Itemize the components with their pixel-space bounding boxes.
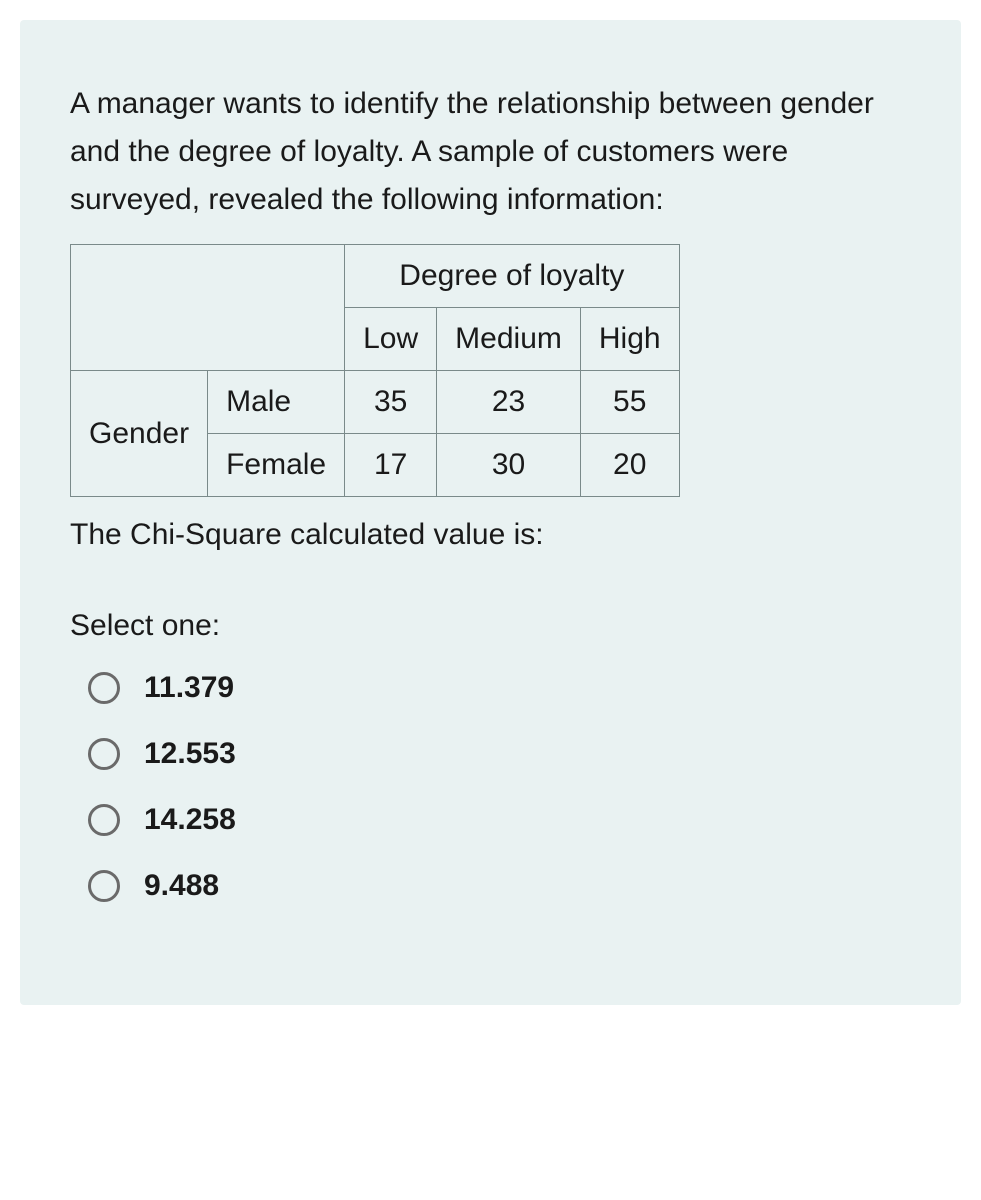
option-label-1[interactable]: 12.553	[144, 737, 236, 771]
table-cell-female-low: 17	[345, 434, 437, 497]
loyalty-table: Degree of loyalty Low Medium High Gender…	[70, 244, 680, 497]
table-col-medium: Medium	[437, 308, 581, 371]
table-cell-female-high: 20	[580, 434, 679, 497]
option-label-0[interactable]: 11.379	[144, 671, 234, 705]
table-corner-blank	[71, 245, 345, 371]
option-row: 9.488	[88, 869, 911, 903]
table-row-female-label: Female	[208, 434, 345, 497]
table-cell-female-medium: 30	[437, 434, 581, 497]
option-label-2[interactable]: 14.258	[144, 803, 236, 837]
select-one-label: Select one:	[70, 609, 911, 643]
option-label-3[interactable]: 9.488	[144, 869, 219, 903]
option-row: 12.553	[88, 737, 911, 771]
table-cell-male-low: 35	[345, 371, 437, 434]
options-group: 11.379 12.553 14.258 9.488	[70, 671, 911, 903]
table-rowgroup-header: Gender	[71, 371, 208, 497]
table-col-high: High	[580, 308, 679, 371]
option-radio-2[interactable]	[88, 804, 120, 836]
option-radio-0[interactable]	[88, 672, 120, 704]
option-radio-3[interactable]	[88, 870, 120, 902]
option-radio-1[interactable]	[88, 738, 120, 770]
question-intro: A manager wants to identify the relation…	[70, 80, 911, 224]
question-followup: The Chi-Square calculated value is:	[70, 511, 911, 559]
table-cell-male-medium: 23	[437, 371, 581, 434]
table-colgroup-header: Degree of loyalty	[345, 245, 679, 308]
table-row-male-label: Male	[208, 371, 345, 434]
option-row: 14.258	[88, 803, 911, 837]
table-cell-male-high: 55	[580, 371, 679, 434]
table-col-low: Low	[345, 308, 437, 371]
question-card: A manager wants to identify the relation…	[20, 20, 961, 1005]
option-row: 11.379	[88, 671, 911, 705]
